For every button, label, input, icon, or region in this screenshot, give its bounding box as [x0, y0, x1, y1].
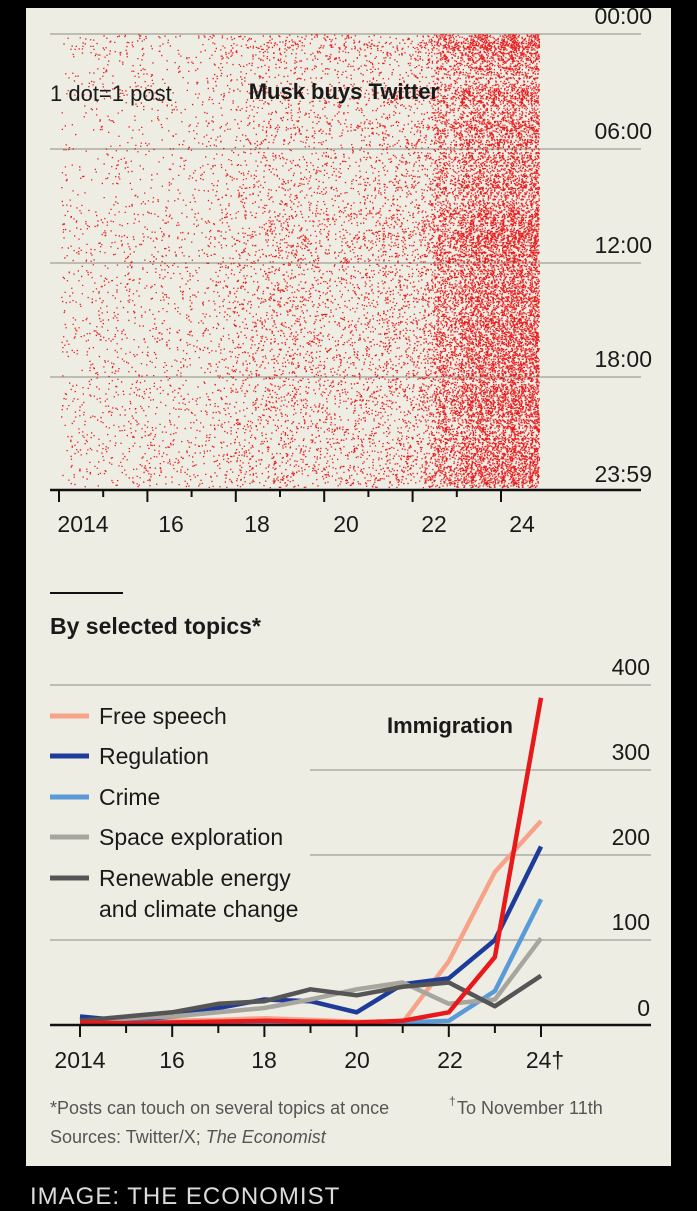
legend: Free speech Regulation Crime Space explo…: [50, 703, 298, 922]
legend-label-renewable: Renewable energy: [99, 865, 291, 891]
section-title: By selected topics*: [50, 613, 261, 639]
top-x-ticks: [58, 490, 502, 502]
y-tick-0600: 06:00: [594, 118, 652, 144]
legend-label-regulation: Regulation: [99, 743, 209, 769]
top-x-label-24: 24: [509, 511, 535, 537]
chart-svg: 00:00 06:00 12:00 18:00 23:59 1 dot=1 po…: [50, 8, 652, 1147]
bot-x-label-22: 22: [437, 1047, 463, 1073]
bottom-grid: [50, 684, 651, 941]
y-tick-1800: 18:00: [594, 346, 652, 372]
legend-label-free-speech: Free speech: [99, 703, 227, 729]
y-tick-300: 300: [612, 739, 650, 765]
top-x-label-22: 22: [421, 511, 447, 537]
footnote-2: To November 11th: [457, 1098, 603, 1118]
event-label: Musk buys Twitter: [249, 79, 440, 104]
top-x-label-18: 18: [244, 511, 270, 537]
y-tick-400: 400: [612, 654, 650, 680]
y-tick-1200: 12:00: [594, 232, 652, 258]
series-lines: [79, 697, 544, 1026]
footnote-dagger: †: [449, 1094, 456, 1108]
bot-x-label-20: 20: [344, 1047, 370, 1073]
sources-italic: The Economist: [206, 1127, 327, 1147]
top-x-label-2014: 2014: [57, 511, 108, 537]
scale-annotation: 1 dot=1 post: [50, 81, 172, 106]
series-line-immigration: [79, 697, 544, 1026]
sources: Sources: Twitter/X; The Economist: [50, 1127, 327, 1147]
legend-label-space: Space exploration: [99, 824, 283, 850]
y-tick-100: 100: [612, 909, 650, 935]
sources-prefix: Sources: Twitter/X;: [50, 1127, 206, 1147]
footnote-1: *Posts can touch on several topics at on…: [50, 1098, 389, 1118]
legend-label-renewable-2: and climate change: [99, 896, 298, 922]
y-tick-200: 200: [612, 824, 650, 850]
legend-label-crime: Crime: [99, 784, 160, 810]
bot-x-label-16: 16: [159, 1047, 185, 1073]
top-x-label-20: 20: [333, 511, 359, 537]
top-x-label-16: 16: [158, 511, 184, 537]
y-tick-0: 0: [637, 995, 650, 1021]
top-grid: [50, 33, 641, 378]
immigration-annotation: Immigration: [387, 713, 513, 738]
bottom-x-ticks: [79, 1025, 542, 1037]
bot-x-label-24: 24†: [526, 1047, 564, 1073]
y-tick-0000: 00:00: [594, 8, 652, 29]
chart-card: 00:00 06:00 12:00 18:00 23:59 1 dot=1 po…: [26, 8, 671, 1166]
series-line-space-exploration: [79, 936, 543, 1024]
bot-x-label-18: 18: [251, 1047, 277, 1073]
bot-x-label-2014: 2014: [54, 1047, 105, 1073]
y-tick-2359: 23:59: [594, 461, 652, 487]
image-caption: IMAGE: THE ECONOMIST: [30, 1183, 341, 1210]
